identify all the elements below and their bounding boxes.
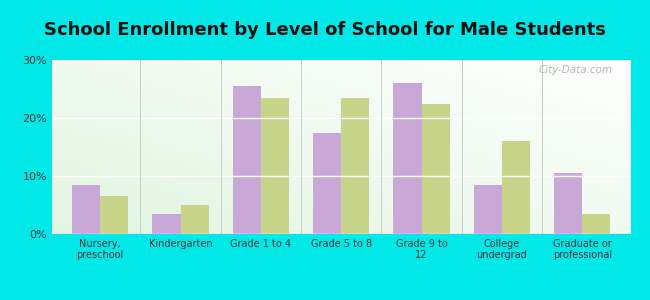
Text: City-Data.com: City-Data.com [539, 65, 613, 75]
Bar [474, 185, 502, 234]
Bar [582, 214, 610, 234]
Bar [554, 173, 582, 234]
Bar [261, 98, 289, 234]
Bar [181, 205, 209, 234]
Bar [502, 141, 530, 234]
Bar [233, 86, 261, 234]
Bar [422, 103, 450, 234]
Bar [100, 196, 128, 234]
Bar [313, 133, 341, 234]
Bar [153, 214, 181, 234]
Bar [341, 98, 369, 234]
Text: School Enrollment by Level of School for Male Students: School Enrollment by Level of School for… [44, 21, 606, 39]
Bar [72, 185, 100, 234]
Bar [393, 83, 422, 234]
